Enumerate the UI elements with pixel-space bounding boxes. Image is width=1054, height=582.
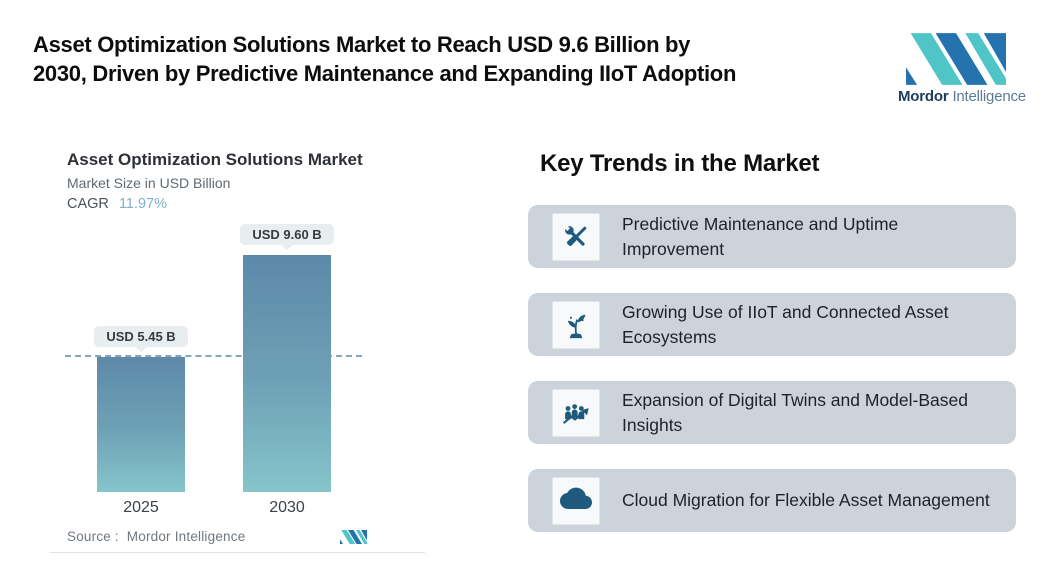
trend-card-cloud-migration: Cloud Migration for Flexible Asset Manag… [528, 469, 1016, 532]
bar-value-label-2025: USD 5.45 B [94, 326, 188, 347]
mordor-intelligence-logo-icon [906, 33, 1006, 85]
brand-wordmark: Mordor Intelligence [898, 88, 1026, 105]
reference-dashed-line [65, 355, 362, 357]
brand-name-secondary: Intelligence [952, 88, 1026, 105]
page-title-line-1: Asset Optimization Solutions Market to R… [33, 32, 691, 57]
trend-label: Growing Use of IIoT and Connected Asset … [622, 301, 949, 347]
bar-group-2030: USD 9.60 B 2030 [240, 222, 334, 516]
page-title-line-2: 2030, Driven by Predictive Maintenance a… [33, 61, 737, 86]
trend-label: Cloud Migration for Flexible Asset Manag… [622, 490, 990, 510]
bar-2030 [243, 255, 331, 492]
sprout-icon [567, 314, 586, 338]
chart-title: Asset Optimization Solutions Market [67, 150, 363, 169]
trends-heading: Key Trends in the Market [540, 150, 820, 177]
bar-chart: USD 5.45 B 2025 USD 9.60 B 2030 [65, 222, 365, 516]
axis-label-2025: 2025 [123, 499, 159, 516]
trend-card-iiot-ecosystems: Growing Use of IIoT and Connected Asset … [528, 293, 1016, 356]
mordor-intelligence-mini-logo-icon [340, 529, 367, 544]
trend-label: Expansion of Digital Twins and Model-Bas… [622, 389, 968, 435]
trend-card-digital-twins: Expansion of Digital Twins and Model-Bas… [528, 381, 1016, 444]
tools-icon [564, 224, 587, 246]
growth-people-icon [562, 403, 589, 424]
trend-icon-box [552, 212, 600, 261]
trend-label: Predictive Maintenance and Uptime Improv… [622, 213, 899, 259]
chart-subtitle: Market Size in USD Billion [67, 175, 231, 191]
source-text: Source : Mordor Intelligence [67, 529, 246, 544]
bar-2025 [97, 357, 185, 492]
trend-card-predictive-maintenance: Predictive Maintenance and Uptime Improv… [528, 205, 1016, 268]
source-row: Source : Mordor Intelligence [67, 529, 367, 544]
trend-icon-box [552, 476, 600, 525]
trend-icon-box [552, 300, 600, 349]
bar-group-2025: USD 5.45 B 2025 [94, 222, 188, 516]
cagr-row: CAGR 11.97% [67, 196, 167, 212]
cagr-label: CAGR [67, 196, 109, 212]
brand-logo: Mordor Intelligence [898, 33, 1026, 105]
axis-label-2030: 2030 [269, 499, 305, 516]
bar-value-label-2030: USD 9.60 B [240, 224, 334, 245]
cagr-value: 11.97% [118, 196, 168, 212]
chart-bottom-divider [50, 552, 425, 553]
trend-icon-box [552, 388, 600, 437]
cloud-icon [560, 487, 592, 509]
brand-name-primary: Mordor [898, 88, 949, 105]
page-title: Asset Optimization Solutions Market to R… [33, 30, 883, 88]
